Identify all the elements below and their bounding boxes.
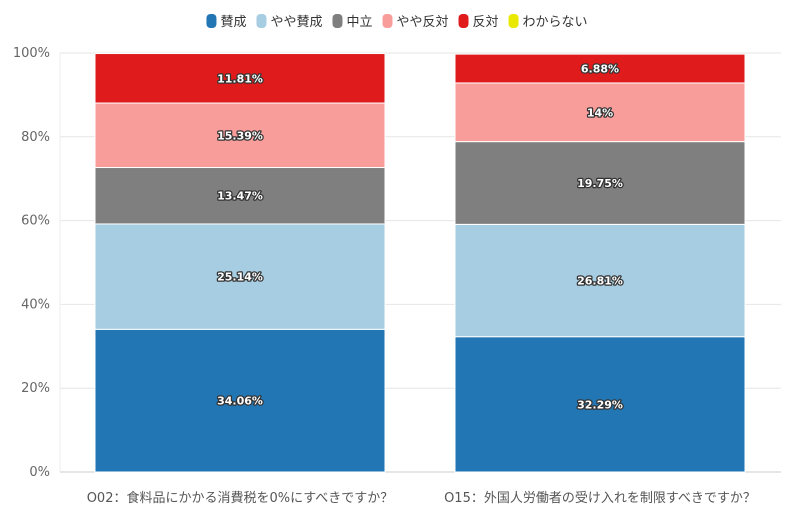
legend-label: やや賛成 — [270, 15, 322, 30]
bar-segment[interactable] — [454, 53, 746, 84]
legend-label: 賛成 — [220, 15, 246, 30]
data-label: 19.75% — [577, 177, 623, 190]
y-tick-label: 0% — [29, 465, 50, 480]
data-label: 32.29% — [577, 398, 623, 411]
legend-item[interactable]: やや賛成 — [256, 14, 322, 30]
y-tick-label: 20% — [21, 381, 50, 396]
y-axis-ticks: 0% 20% 40% 60% 80% 100% — [13, 46, 50, 480]
bar-segment[interactable] — [454, 82, 746, 143]
y-tick-label: 100% — [13, 46, 50, 61]
data-label: 34.06% — [217, 395, 263, 408]
data-label: 6.88% — [581, 63, 619, 76]
legend-item[interactable]: 中立 — [332, 14, 373, 30]
data-label: 13.47% — [217, 190, 263, 203]
bar-segment[interactable] — [94, 53, 386, 104]
legend-label: 中立 — [346, 15, 372, 30]
y-tick-label: 40% — [21, 297, 50, 312]
bars — [94, 53, 746, 473]
legend-item[interactable]: 賛成 — [206, 14, 246, 30]
legend-swatch — [382, 14, 393, 28]
x-axis-categories: O02：食料品にかかる消費税を0%にすべきですか？ O15：外国人労働者の受け入れ… — [87, 490, 756, 506]
legend[interactable]: 賛成 やや賛成 中立 やや反対 反対 わからない — [206, 14, 588, 30]
legend-swatch — [458, 14, 469, 28]
legend-item[interactable]: 反対 — [458, 14, 499, 30]
data-labels: 34.06% 25.14% 13.47% 15.39% 11.81% 32.29% 26.8… — [216, 61, 624, 412]
y-tick-label: 80% — [21, 130, 50, 145]
y-tick-label: 60% — [21, 214, 50, 229]
data-label: 26.81% — [577, 275, 623, 288]
legend-item[interactable]: わからない — [508, 14, 588, 30]
legend-label: わからない — [523, 15, 588, 30]
bar-segment[interactable] — [94, 223, 386, 330]
bar-segment[interactable] — [94, 167, 386, 225]
data-label: 25.14% — [217, 271, 263, 284]
legend-swatch — [206, 14, 217, 28]
legend-swatch — [332, 14, 343, 28]
x-category-label: O15：外国人労働者の受け入れを制限すべきですか？ — [444, 491, 756, 506]
legend-swatch — [508, 14, 519, 28]
data-label: 14% — [587, 106, 613, 119]
x-category-label: O02：食料品にかかる消費税を0%にすべきですか？ — [87, 490, 394, 506]
bar-segment[interactable] — [94, 102, 386, 169]
legend-item[interactable]: やや反対 — [382, 14, 449, 30]
bar-segment[interactable] — [94, 328, 386, 473]
bar-segment[interactable] — [454, 223, 746, 338]
data-label: 15.39% — [217, 129, 263, 142]
legend-swatch — [256, 14, 267, 28]
legend-label: やや反対 — [397, 15, 449, 30]
data-label: 11.81% — [217, 72, 263, 85]
bar-segment[interactable] — [454, 336, 746, 473]
bar-segment[interactable] — [454, 141, 746, 225]
legend-label: 反対 — [473, 15, 499, 30]
